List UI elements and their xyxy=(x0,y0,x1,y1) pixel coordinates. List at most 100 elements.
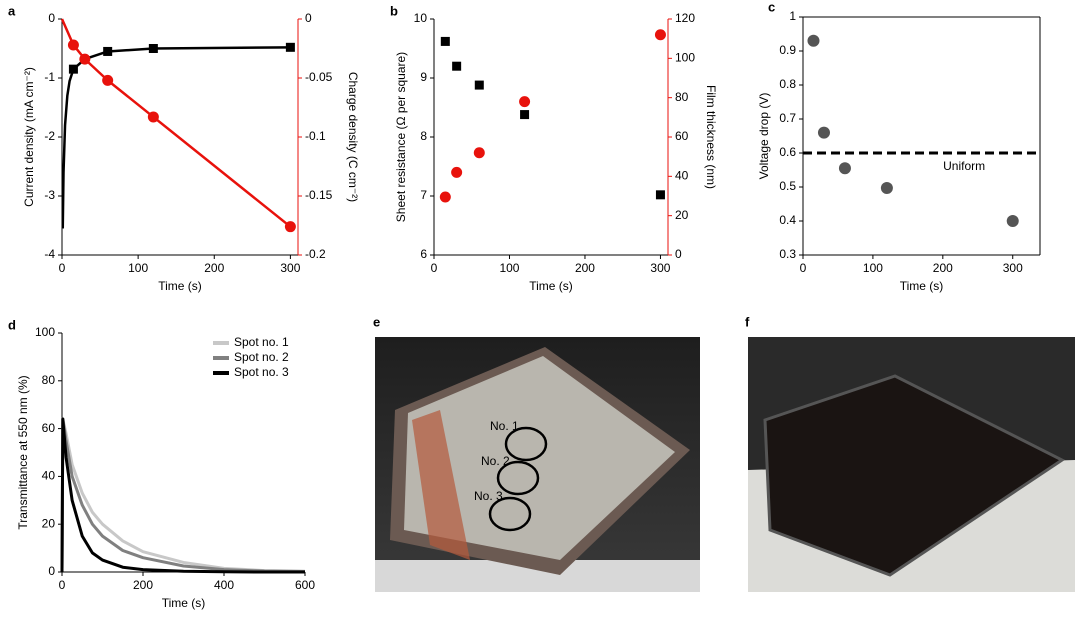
x-axis-label: Time (s) xyxy=(529,279,573,293)
photo-e: No. 1 No. 2 No. 3 xyxy=(375,337,700,592)
marker xyxy=(67,39,79,51)
marker xyxy=(79,53,91,65)
y2-tick-label: -0.2 xyxy=(305,247,326,261)
marker xyxy=(817,126,830,139)
y-tick-label: 0.6 xyxy=(779,145,796,159)
series-line xyxy=(60,417,305,574)
y2-tick-label: 20 xyxy=(675,208,689,222)
y2-tick-label: 80 xyxy=(675,90,689,104)
y-tick-label: 40 xyxy=(42,469,56,483)
series-line xyxy=(61,46,291,229)
x-tick-label: 400 xyxy=(214,578,234,592)
photo-f xyxy=(748,337,1075,592)
x-tick-label: 100 xyxy=(128,261,148,275)
y2-tick-label: 120 xyxy=(675,11,695,25)
glass-panel xyxy=(404,356,675,560)
marker xyxy=(68,64,78,74)
x-tick-label: 100 xyxy=(863,261,883,275)
x-tick-label: 300 xyxy=(650,261,670,275)
marker xyxy=(439,191,451,203)
marker xyxy=(1006,215,1019,227)
series-line xyxy=(60,417,306,574)
y-axis-label: Voltage drop (V) xyxy=(757,93,771,180)
tape xyxy=(412,410,470,560)
y-tick-label: 1 xyxy=(789,9,796,23)
x-tick-label: 0 xyxy=(59,261,66,275)
marker xyxy=(880,182,893,195)
paper xyxy=(375,560,700,592)
y-tick-label: 100 xyxy=(35,325,55,339)
y-tick-label: -2 xyxy=(44,129,55,143)
x-axis-label: Time (s) xyxy=(158,279,202,293)
annotation: No. 3 xyxy=(474,489,503,503)
x-axis-label: Time (s) xyxy=(162,596,206,610)
marker xyxy=(520,110,530,120)
spot-circle xyxy=(496,460,540,496)
x-tick-label: 0 xyxy=(59,578,66,592)
y-tick-label: 0.8 xyxy=(779,77,796,91)
panel-label: a xyxy=(8,3,16,18)
marker xyxy=(285,42,295,52)
y2-axis-label: Film thickness (nm) xyxy=(704,85,718,189)
series-line xyxy=(60,417,306,573)
x-tick-label: 200 xyxy=(133,578,153,592)
marker xyxy=(807,34,820,47)
marker xyxy=(451,166,463,178)
x-tick-label: 200 xyxy=(933,261,953,275)
x-tick-label: 200 xyxy=(575,261,595,275)
panel-label: f xyxy=(745,314,750,329)
y-tick-label: 10 xyxy=(414,11,428,25)
x-tick-label: 600 xyxy=(295,578,315,592)
x-axis-label: Time (s) xyxy=(900,279,944,293)
marker xyxy=(284,221,296,233)
marker xyxy=(452,61,462,71)
y-tick-label: 9 xyxy=(420,70,427,84)
y-tick-label: 20 xyxy=(42,516,56,530)
legend-label: Spot no. 2 xyxy=(234,350,289,364)
y-tick-label: 0 xyxy=(48,11,55,25)
legend-label: Spot no. 3 xyxy=(234,365,289,379)
panel-label: b xyxy=(390,3,398,18)
y2-tick-label: 60 xyxy=(675,129,689,143)
marker xyxy=(473,147,485,159)
y-tick-label: 6 xyxy=(420,247,427,261)
y-tick-label: -3 xyxy=(44,188,55,202)
y2-axis-label: Charge density (C cm⁻²) xyxy=(346,72,360,202)
marker xyxy=(148,44,158,53)
y2-tick-label: 100 xyxy=(675,51,695,65)
marker xyxy=(147,111,159,123)
y2-tick-label: 40 xyxy=(675,169,689,183)
y-tick-label: 0.9 xyxy=(779,43,796,57)
y-tick-label: 0.5 xyxy=(779,179,796,193)
marker xyxy=(655,190,665,200)
reference-label: Uniform xyxy=(943,159,985,173)
dark-panel xyxy=(763,374,1065,577)
y-axis-label: Current density (mA cm⁻²) xyxy=(22,67,36,207)
marker xyxy=(474,80,484,90)
marker xyxy=(103,46,113,56)
y2-tick-label: 0 xyxy=(675,247,682,261)
x-tick-label: 100 xyxy=(499,261,519,275)
series-line xyxy=(60,18,292,228)
x-tick-label: 0 xyxy=(431,261,438,275)
y-tick-label: 0.4 xyxy=(779,213,796,227)
marker xyxy=(519,96,531,108)
y2-tick-label: -0.05 xyxy=(305,70,333,84)
marker xyxy=(102,74,114,86)
y2-tick-label: 0 xyxy=(305,11,312,25)
y-axis-label: Transmittance at 550 nm (%) xyxy=(16,375,30,529)
marker xyxy=(654,29,666,41)
spot-circle xyxy=(504,426,548,462)
panel-label: d xyxy=(8,317,16,332)
y-tick-label: 80 xyxy=(42,373,56,387)
y-tick-label: -4 xyxy=(44,247,55,261)
annotation: No. 1 xyxy=(490,419,519,433)
annotation: No. 2 xyxy=(481,454,510,468)
y2-tick-label: -0.1 xyxy=(305,129,326,143)
y2-tick-label: -0.15 xyxy=(305,188,333,202)
marker xyxy=(838,162,851,175)
spot-circle xyxy=(488,496,532,532)
y-tick-label: 8 xyxy=(420,129,427,143)
x-tick-label: 300 xyxy=(1003,261,1023,275)
